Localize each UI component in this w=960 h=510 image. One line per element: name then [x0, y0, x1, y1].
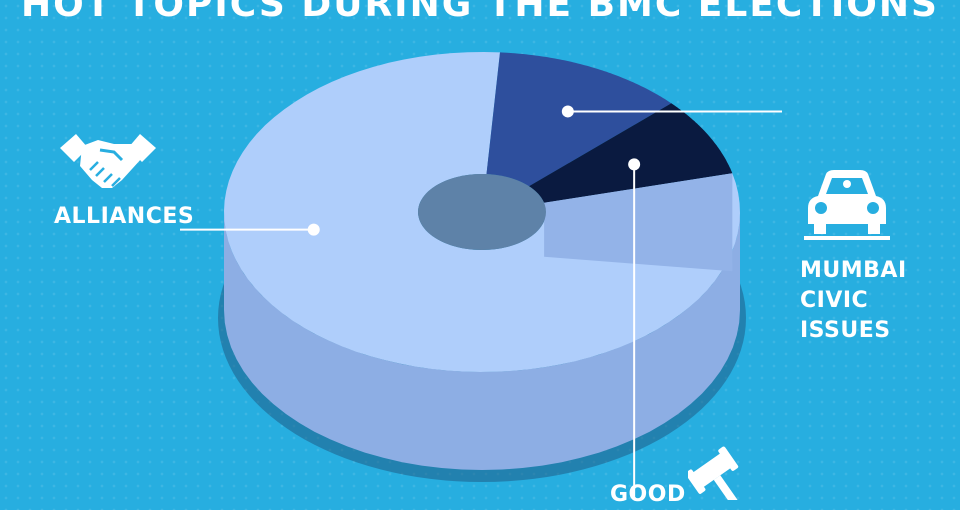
slice-1 [486, 52, 672, 187]
car-icon [804, 170, 890, 240]
chart-title: HOT TOPICS DURING THE BMC ELECTIONS [21, 0, 939, 25]
slice-2 [529, 103, 733, 203]
gavel-icon [688, 446, 741, 500]
label-civic-line-2: CIVIC [800, 288, 869, 313]
slice-side-0 [224, 212, 740, 470]
label-mumbai-civic-issues: MUMBAI CIVIC ISSUES [800, 256, 907, 346]
label-governance-line-1: GOOD [610, 482, 686, 507]
pie-center-hole [418, 174, 546, 250]
label-alliances-line: ALLIANCES [54, 204, 195, 229]
leader-dot-2 [628, 158, 641, 171]
label-alliances: ALLIANCES [54, 202, 194, 232]
leader-dot-1 [561, 105, 574, 118]
slice-cut-wall [544, 173, 733, 272]
label-good-governance: GOOD [610, 480, 686, 510]
label-civic-line-3: ISSUES [800, 318, 891, 343]
label-civic-line-1: MUMBAI [800, 258, 907, 283]
handshake-icon [60, 134, 156, 188]
slice-0 [224, 52, 740, 372]
leader-dot-0 [307, 223, 320, 236]
